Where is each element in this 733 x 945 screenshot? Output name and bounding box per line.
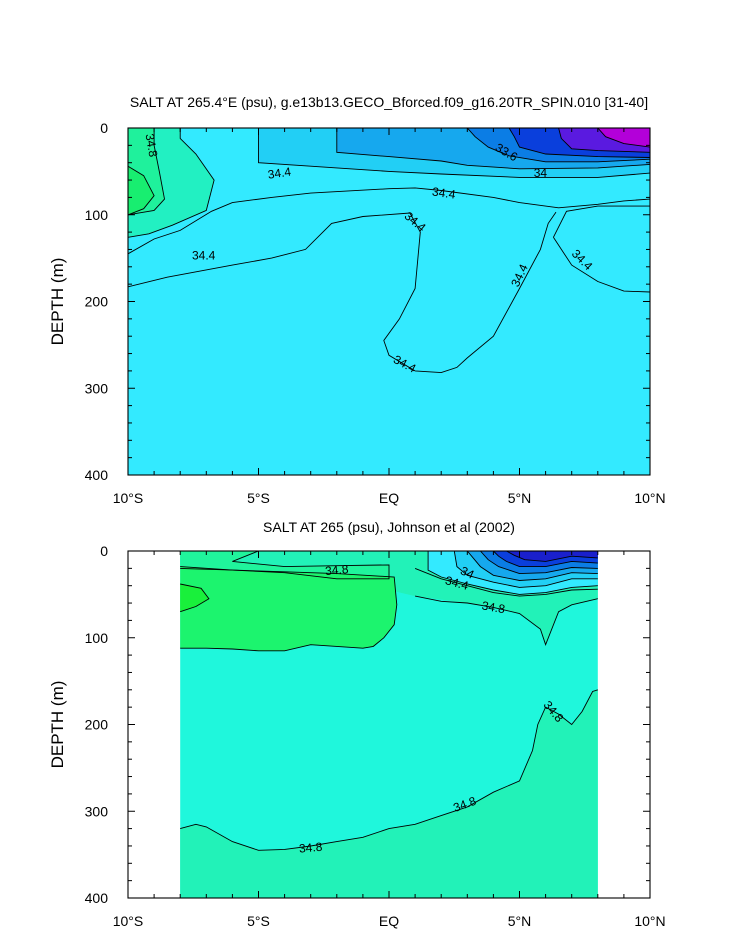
y-tick-label: 300 [85,380,109,396]
fill-region-34-6 [180,689,598,898]
y-tick-label: 400 [85,467,109,483]
y-tick-label: 100 [85,207,109,223]
y-tick-label: 0 [100,543,108,559]
contour-line-34 [466,551,598,581]
y-tick-label: 100 [85,630,109,646]
contour-line-34-4 [552,205,650,238]
salinity-field [128,128,650,475]
fill-region-33-4 [506,551,598,562]
contour-line-34-4 [258,128,650,178]
contour-line-34-4 [427,551,598,595]
fill-region-33 [597,128,650,148]
contour-line-34-8 [180,689,598,851]
contour-line-34-6 [128,128,215,238]
contour-label: 34.4 [267,165,292,182]
contour-line-34-2 [453,551,598,588]
y-axis-label: DEPTH (m) [48,681,67,769]
contour-line-34 [466,128,650,163]
contour-label: 34.8 [325,562,350,578]
contour-line-35 [128,165,155,216]
fill-region-34-8 [180,551,389,579]
contour-line-33-8 [480,551,598,575]
y-axis-label: DEPTH (m) [48,258,67,346]
top-panel: 34.834.434.433.63434.434.434.434.434.410… [48,94,666,531]
contour-label: 34.8 [143,133,161,159]
contour-line-35 [180,583,210,613]
contour-line-33-6 [558,128,650,153]
x-tick-label: 5°N [508,913,532,929]
y-tick-label: 300 [85,803,109,819]
fill-region-35-2 [180,584,209,612]
contour-line-33-4 [506,551,598,562]
x-tick-label: 10°N [634,490,665,506]
chart-title: SALT AT 265 (psu), Johnson et al (2002) [263,519,515,535]
contour-line-34-4 [553,237,650,293]
x-tick-label: 10°N [634,913,665,929]
contour-line-34-6 [414,567,598,597]
fill-region-35 [128,166,155,215]
contour-line-34-4 [128,187,650,255]
x-tick-label: 5°S [247,913,270,929]
contour-line-34-8 [415,595,598,647]
contour-line-34-2 [336,128,650,170]
contour-label: 34.8 [298,840,323,856]
contour-line-33-8 [508,128,650,158]
x-tick-label: EQ [379,490,399,506]
x-tick-label: EQ [379,913,399,929]
contour-label: 34 [458,564,476,582]
contour-label: 34.8 [481,598,507,616]
contour-label: 34.4 [431,185,456,202]
y-tick-label: 200 [85,294,109,310]
contour-label: 34.4 [444,573,470,593]
x-tick-label: 5°N [508,490,532,506]
contour-label: 34 [534,166,548,180]
contour-line-33-6 [493,551,598,568]
x-tick-label: 10°S [113,913,144,929]
x-tick-label: 10°S [113,490,144,506]
fill-region-35 [180,566,397,651]
contour-label: 34.4 [192,249,216,263]
contour-line-34-8 [180,566,398,652]
chart-title: SALT AT 265.4°E (psu), g.e13b13.GECO_Bfo… [130,94,648,110]
y-tick-label: 400 [85,890,109,906]
contour-line-34-4 [128,524,141,531]
contour-line-34-8 [128,128,165,216]
y-tick-label: 200 [85,717,109,733]
contour-line-34-4 [128,211,557,374]
y-tick-label: 0 [100,120,108,136]
x-tick-label: 5°S [247,490,270,506]
contour-line-33-4 [597,128,650,148]
